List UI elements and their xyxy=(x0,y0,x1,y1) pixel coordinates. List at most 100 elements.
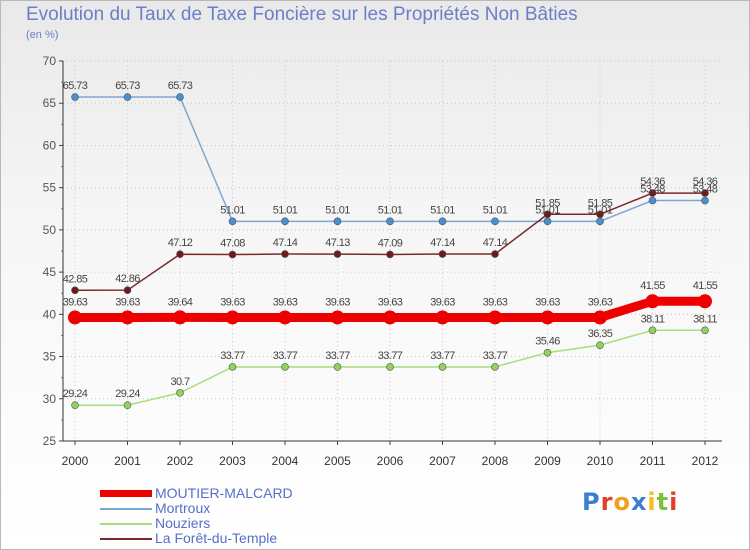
data-label-nouziers: 29.24 xyxy=(115,388,140,400)
data-point-la-foret-du-temple xyxy=(438,250,447,258)
data-label-la-foret-du-temple: 42.85 xyxy=(63,273,88,285)
x-tick-label: 2011 xyxy=(640,454,666,468)
data-point-la-foret-du-temple xyxy=(71,286,79,295)
data-label-mortroux: 53.48 xyxy=(693,184,718,196)
data-point-mortroux xyxy=(123,93,132,101)
data-point-moutier-malcard xyxy=(435,310,450,325)
data-label-moutier-malcard: 39.63 xyxy=(378,296,403,308)
data-label-moutier-malcard: 39.63 xyxy=(273,296,298,308)
data-point-la-foret-du-temple xyxy=(123,286,132,294)
data-point-nouziers xyxy=(176,389,184,397)
data-label-nouziers: 35.46 xyxy=(535,336,560,348)
data-point-mortroux xyxy=(176,93,184,101)
data-point-moutier-malcard xyxy=(278,310,292,325)
y-tick-label: 65 xyxy=(43,96,57,110)
x-tick-label: 2003 xyxy=(219,454,246,468)
data-label-mortroux: 51.01 xyxy=(220,204,245,216)
data-point-nouziers xyxy=(281,363,289,371)
data-point-nouziers xyxy=(648,326,657,335)
data-label-mortroux: 51.01 xyxy=(430,204,455,216)
data-label-nouziers: 38.11 xyxy=(641,313,665,325)
data-label-la-foret-du-temple: 51.85 xyxy=(588,197,613,209)
data-label-moutier-malcard: 39.63 xyxy=(325,296,350,308)
data-point-la-foret-du-temple xyxy=(386,250,394,259)
data-point-la-foret-du-temple xyxy=(543,210,552,219)
data-point-la-foret-du-temple xyxy=(648,189,657,197)
data-label-moutier-malcard: 39.63 xyxy=(115,296,140,308)
data-point-nouziers xyxy=(491,363,499,371)
data-label-mortroux: 65.73 xyxy=(168,80,193,92)
data-label-moutier-malcard: 39.63 xyxy=(63,296,88,308)
data-label-nouziers: 33.77 xyxy=(273,350,298,362)
data-label-mortroux: 53.48 xyxy=(640,184,665,196)
data-label-moutier-malcard: 39.63 xyxy=(588,296,613,308)
data-point-la-foret-du-temple xyxy=(176,250,184,259)
legend-swatch-moutier-malcard xyxy=(100,490,152,497)
data-point-nouziers xyxy=(71,401,79,409)
data-point-moutier-malcard xyxy=(120,310,135,325)
logo-letter: r xyxy=(600,488,614,516)
data-point-nouziers xyxy=(701,326,709,335)
data-point-nouziers xyxy=(596,341,604,349)
data-label-nouziers: 33.77 xyxy=(430,350,455,362)
x-tick-label: 2009 xyxy=(534,454,561,468)
x-tick-label: 2001 xyxy=(114,454,141,468)
y-tick-label: 50 xyxy=(43,223,57,237)
data-label-moutier-malcard: 41.55 xyxy=(693,280,718,292)
data-label-la-foret-du-temple: 47.12 xyxy=(168,237,193,249)
data-point-moutier-malcard xyxy=(173,310,187,325)
data-point-nouziers xyxy=(333,363,342,371)
data-point-la-foret-du-temple xyxy=(701,189,709,197)
x-tick-label: 2004 xyxy=(272,454,299,468)
y-tick-label: 55 xyxy=(43,181,57,195)
y-tick-label: 60 xyxy=(43,138,57,152)
data-label-la-foret-du-temple: 47.09 xyxy=(378,237,403,249)
y-tick-label: 30 xyxy=(43,392,57,406)
y-tick-label: 45 xyxy=(43,265,57,279)
data-labels: 39.63 39.63 39.64 39.63 39.63 39.63 39.63 39.63… xyxy=(63,80,719,400)
data-point-mortroux xyxy=(386,217,394,226)
data-label-nouziers: 33.77 xyxy=(325,350,350,362)
y-tick-label: 40 xyxy=(43,307,57,321)
data-label-la-foret-du-temple: 47.14 xyxy=(430,237,455,249)
data-point-moutier-malcard xyxy=(68,310,82,325)
data-label-moutier-malcard: 39.63 xyxy=(220,296,245,308)
data-label-mortroux: 51.01 xyxy=(273,204,298,216)
series-layer xyxy=(68,93,712,409)
proxiti-logo: Proxiti xyxy=(582,488,678,516)
x-tick-label: 2007 xyxy=(429,454,456,468)
data-point-mortroux xyxy=(333,217,342,226)
data-label-mortroux: 51.01 xyxy=(535,204,560,216)
data-point-nouziers xyxy=(386,363,394,371)
legend-label: Nouziers xyxy=(155,515,211,531)
data-point-mortroux xyxy=(281,217,289,226)
data-label-mortroux: 51.01 xyxy=(588,204,613,216)
x-tick-label: 2010 xyxy=(587,454,614,468)
legend-label: Mortroux xyxy=(155,500,211,516)
data-point-moutier-malcard xyxy=(645,294,660,309)
x-tick-label: 2008 xyxy=(482,454,509,468)
data-point-mortroux xyxy=(701,196,709,205)
logo-letter: i xyxy=(647,488,657,516)
data-point-mortroux xyxy=(228,217,237,226)
data-label-mortroux: 51.01 xyxy=(378,204,403,216)
data-point-mortroux xyxy=(71,93,79,101)
data-label-la-foret-du-temple: 47.14 xyxy=(483,237,508,249)
data-point-la-foret-du-temple xyxy=(491,250,499,258)
data-point-mortroux xyxy=(596,217,604,226)
data-point-moutier-malcard xyxy=(225,310,240,325)
data-label-la-foret-du-temple: 54.36 xyxy=(693,176,718,188)
data-label-mortroux: 65.73 xyxy=(115,80,140,92)
logo-letter: P xyxy=(582,488,601,516)
data-point-mortroux xyxy=(438,217,447,226)
data-point-nouziers xyxy=(438,363,447,371)
x-tick-label: 2002 xyxy=(167,454,194,468)
legend-swatch-mortroux xyxy=(100,508,152,510)
data-label-moutier-malcard: 39.63 xyxy=(535,296,560,308)
x-tick-label: 2012 xyxy=(692,454,719,468)
data-label-la-foret-du-temple: 47.14 xyxy=(273,237,298,249)
data-label-nouziers: 30.7 xyxy=(170,376,189,388)
data-label-nouziers: 38.11 xyxy=(693,313,717,325)
data-point-la-foret-du-temple xyxy=(596,210,604,219)
logo-letter: x xyxy=(630,488,648,516)
